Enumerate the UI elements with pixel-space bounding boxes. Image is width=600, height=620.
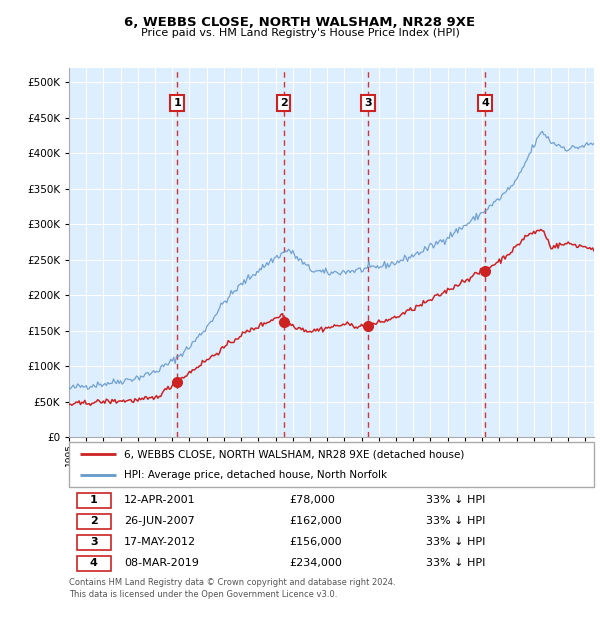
Text: 33% ↓ HPI: 33% ↓ HPI bbox=[426, 516, 485, 526]
Text: 33% ↓ HPI: 33% ↓ HPI bbox=[426, 537, 485, 547]
Text: 2: 2 bbox=[280, 98, 287, 108]
Text: £162,000: £162,000 bbox=[290, 516, 342, 526]
Bar bbox=[77, 513, 111, 529]
Bar bbox=[77, 534, 111, 550]
Text: 33% ↓ HPI: 33% ↓ HPI bbox=[426, 558, 485, 568]
Text: 4: 4 bbox=[90, 558, 98, 568]
Text: 1: 1 bbox=[173, 98, 181, 108]
Bar bbox=[77, 493, 111, 508]
Text: 4: 4 bbox=[481, 98, 489, 108]
Text: 2: 2 bbox=[90, 516, 98, 526]
Text: 6, WEBBS CLOSE, NORTH WALSHAM, NR28 9XE (detached house): 6, WEBBS CLOSE, NORTH WALSHAM, NR28 9XE … bbox=[124, 449, 464, 459]
Text: Price paid vs. HM Land Registry's House Price Index (HPI): Price paid vs. HM Land Registry's House … bbox=[140, 28, 460, 38]
Text: 1: 1 bbox=[90, 495, 98, 505]
Text: £234,000: £234,000 bbox=[290, 558, 343, 568]
Text: 17-MAY-2012: 17-MAY-2012 bbox=[124, 537, 196, 547]
Bar bbox=[77, 556, 111, 570]
Text: 08-MAR-2019: 08-MAR-2019 bbox=[124, 558, 199, 568]
Text: £78,000: £78,000 bbox=[290, 495, 335, 505]
Text: HPI: Average price, detached house, North Norfolk: HPI: Average price, detached house, Nort… bbox=[124, 469, 387, 480]
Text: 12-APR-2001: 12-APR-2001 bbox=[124, 495, 196, 505]
Text: 26-JUN-2007: 26-JUN-2007 bbox=[124, 516, 195, 526]
Text: 3: 3 bbox=[364, 98, 372, 108]
Text: £156,000: £156,000 bbox=[290, 537, 342, 547]
Text: 3: 3 bbox=[90, 537, 98, 547]
Text: 33% ↓ HPI: 33% ↓ HPI bbox=[426, 495, 485, 505]
Text: 6, WEBBS CLOSE, NORTH WALSHAM, NR28 9XE: 6, WEBBS CLOSE, NORTH WALSHAM, NR28 9XE bbox=[124, 16, 476, 29]
Text: Contains HM Land Registry data © Crown copyright and database right 2024.
This d: Contains HM Land Registry data © Crown c… bbox=[69, 578, 395, 599]
